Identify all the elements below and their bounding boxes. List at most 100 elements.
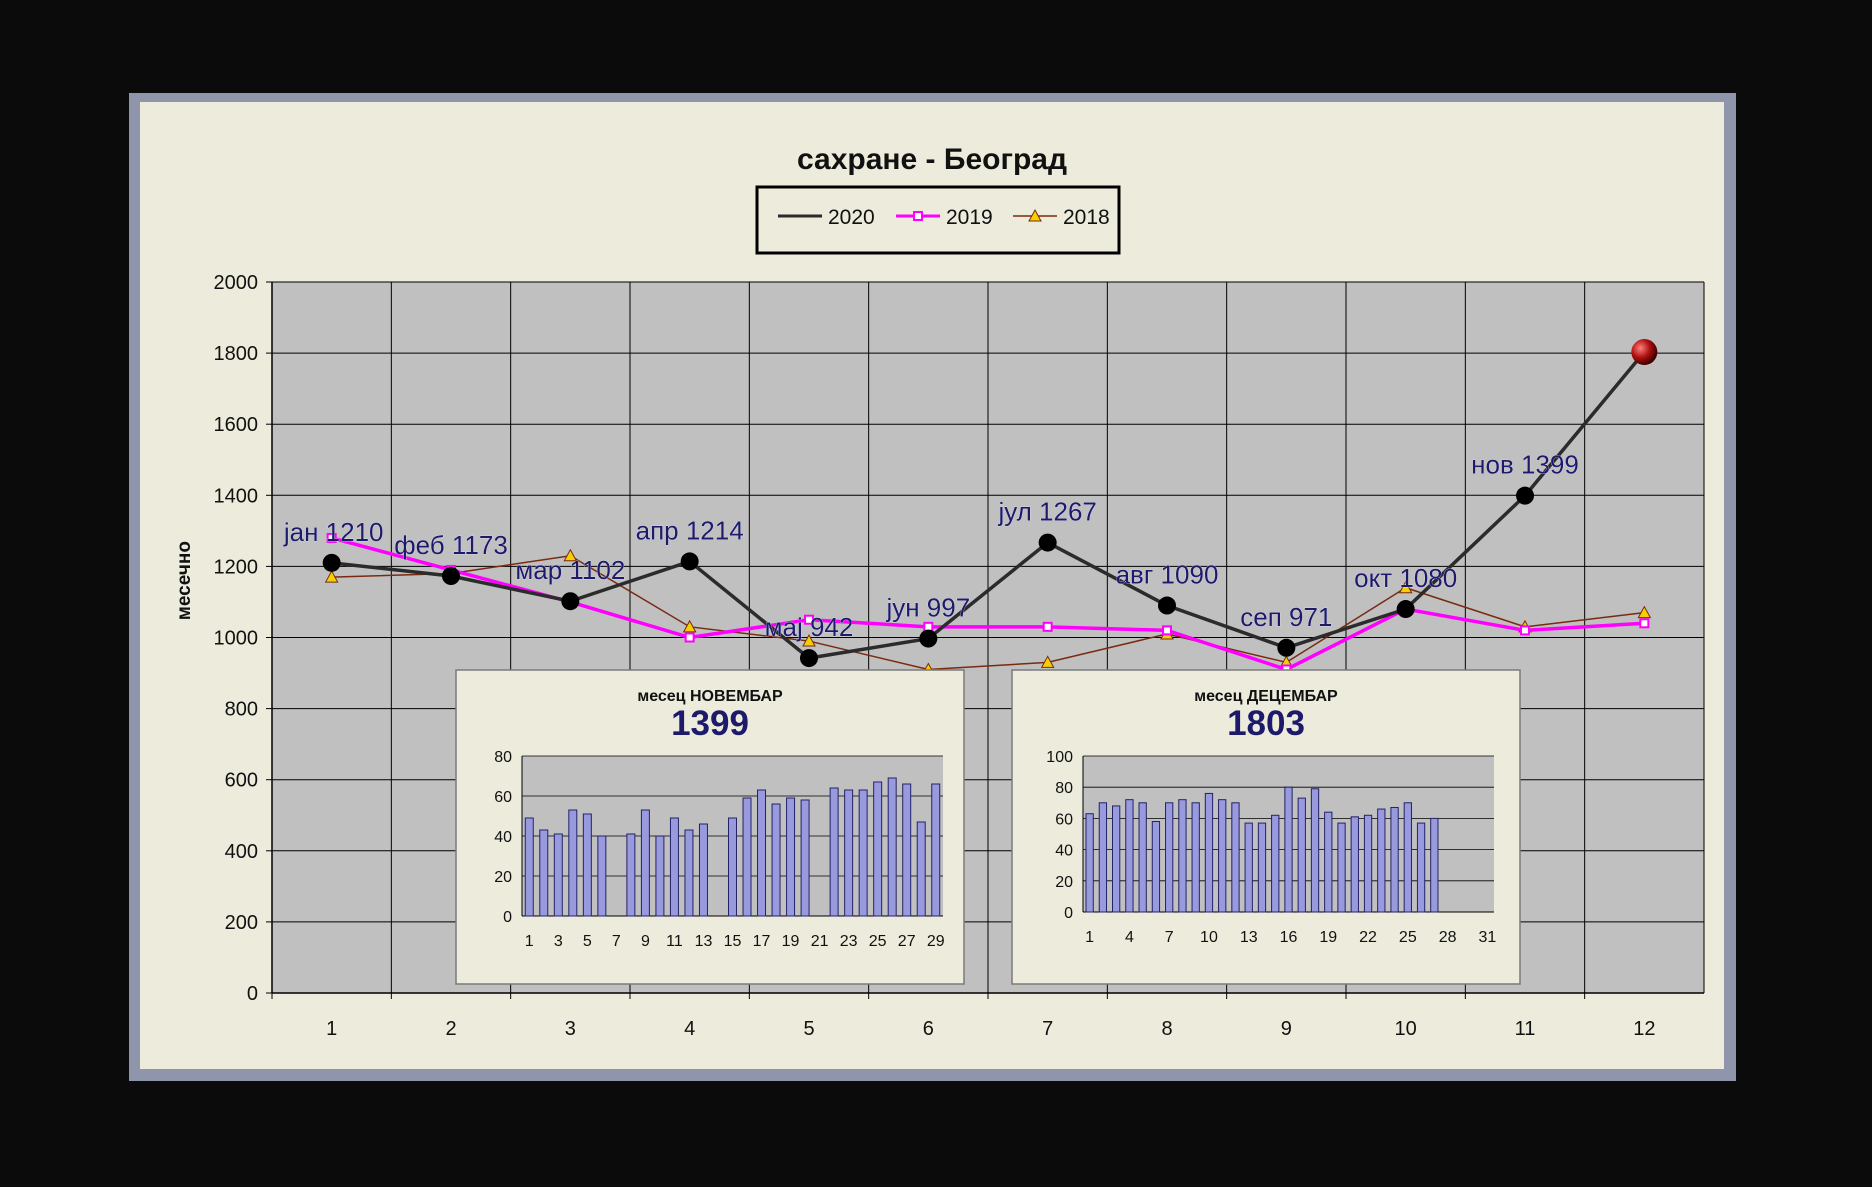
data-point-2018 [1398, 580, 1413, 594]
data-point-2020 [1396, 600, 1415, 619]
inset-y-tick-label: 0 [1064, 905, 1073, 922]
inset-x-tick-label: 25 [1399, 929, 1417, 946]
inset-bar [698, 823, 708, 917]
series-line-2020 [331, 350, 1646, 660]
inset-x-tick-label: 1 [1085, 929, 1094, 946]
inset-bar [539, 829, 549, 917]
data-point-2019 [684, 632, 695, 643]
y-tick-label: 1400 [214, 485, 259, 507]
point-label: авг 1090 [1116, 560, 1219, 590]
x-tick-label: 2 [445, 1018, 456, 1040]
inset-bar [597, 835, 607, 917]
point-label: сеп 971 [1240, 602, 1332, 632]
inset-bar [1151, 821, 1161, 913]
y-tick-label: 400 [225, 841, 258, 863]
y-tick-label: 800 [225, 699, 258, 721]
inset-bar [1271, 814, 1280, 913]
inset-total: 1803 [1227, 704, 1305, 743]
y-tick-label: 1200 [214, 556, 259, 578]
inset-bar [1244, 822, 1253, 913]
x-tick-label: 4 [684, 1018, 695, 1040]
inset-bar [1085, 813, 1094, 913]
inset-bar [553, 833, 563, 917]
point-label: јун 997 [885, 593, 970, 623]
point-label: јул 1267 [997, 497, 1096, 527]
x-tick-label: 12 [1633, 1018, 1655, 1040]
inset-bar [1231, 802, 1240, 913]
point-label: феб 1173 [394, 530, 508, 560]
inset-bar [771, 803, 781, 917]
inset-bar [669, 817, 679, 917]
inset-bar [1337, 822, 1346, 913]
x-tick-label: 3 [565, 1018, 576, 1040]
y-tick-label: 2000 [214, 272, 259, 294]
inset-x-tick-label: 4 [1125, 929, 1134, 946]
inset-title: месец НОВЕМБАР [637, 688, 783, 705]
series-2020 [322, 350, 1646, 668]
inset-y-tick-label: 20 [1055, 874, 1073, 891]
inset-bar [1324, 811, 1333, 913]
data-point-2019 [804, 614, 814, 625]
inset-bar [1257, 822, 1267, 913]
inset-bar [1218, 799, 1227, 913]
data-point-2019 [326, 532, 337, 543]
data-point-2019 [1042, 621, 1053, 632]
inset-x-tick-label: 11 [666, 933, 683, 950]
inset-x-tick-label: 7 [1165, 929, 1174, 946]
inset-x-tick-label: 21 [811, 933, 829, 950]
inset-x-tick-label: 10 [1200, 929, 1218, 946]
inset-bar [1098, 802, 1108, 913]
inset-bar [1377, 808, 1386, 913]
inset-bar [1416, 822, 1426, 913]
x-tick-label: 6 [923, 1018, 934, 1040]
inset-x-tick-label: 17 [753, 933, 771, 950]
y-tick-label: 0 [247, 983, 258, 1005]
inset-x-tick-label: 27 [898, 933, 916, 950]
inset-bar [582, 813, 592, 917]
inset-bar [1191, 802, 1200, 913]
inset-bar [1310, 788, 1320, 913]
inset-bar [757, 789, 767, 917]
inset-bar [786, 797, 796, 917]
inset-bar [1403, 802, 1412, 913]
inset-x-tick-label: 28 [1439, 929, 1457, 946]
inset-y-tick-label: 20 [494, 869, 512, 886]
inset-bar [829, 787, 839, 917]
data-point-2018 [802, 634, 816, 647]
y-tick-label: 200 [225, 912, 258, 934]
legend-label-2019: 2019 [946, 206, 993, 229]
inset-bar [887, 777, 897, 917]
inset-x-tick-label: 13 [1240, 929, 1258, 946]
inset-y-tick-label: 100 [1046, 749, 1073, 766]
inset-x-tick-label: 1 [525, 933, 534, 950]
data-point-2019 [1520, 625, 1530, 636]
x-tick-label: 9 [1281, 1018, 1292, 1040]
inset-bar [626, 833, 636, 917]
x-tick-label: 1 [326, 1018, 337, 1040]
inset-x-tick-label: 9 [641, 933, 650, 950]
x-tick-label: 5 [803, 1018, 814, 1040]
inset-x-tick-label: 13 [695, 933, 713, 950]
data-point-2020 [1158, 596, 1176, 615]
y-tick-label: 1000 [214, 628, 259, 650]
data-point-2020 [800, 649, 818, 668]
data-point-2020 [1038, 533, 1057, 552]
data-point-2018 [682, 619, 697, 633]
y-axis-label: месечно [174, 541, 195, 620]
inset-bar [1125, 799, 1134, 913]
data-point-2018 [1040, 655, 1055, 668]
series-line-2018 [331, 554, 1645, 671]
chart-title: сахране - Београд [797, 143, 1067, 176]
inset-y-tick-label: 0 [503, 909, 512, 926]
inset-title: месец ДЕЦЕМБАР [1194, 688, 1338, 705]
inset-bar [568, 809, 578, 917]
inset-y-tick-label: 60 [1055, 811, 1073, 828]
legend-label-2020: 2020 [828, 206, 875, 229]
inset-bar [728, 817, 737, 917]
x-tick-label: 11 [1515, 1018, 1536, 1040]
point-label: апр 1214 [636, 515, 744, 545]
inset-bar [1297, 797, 1306, 913]
data-point-2020 [680, 552, 699, 571]
inset-bar [931, 783, 941, 917]
